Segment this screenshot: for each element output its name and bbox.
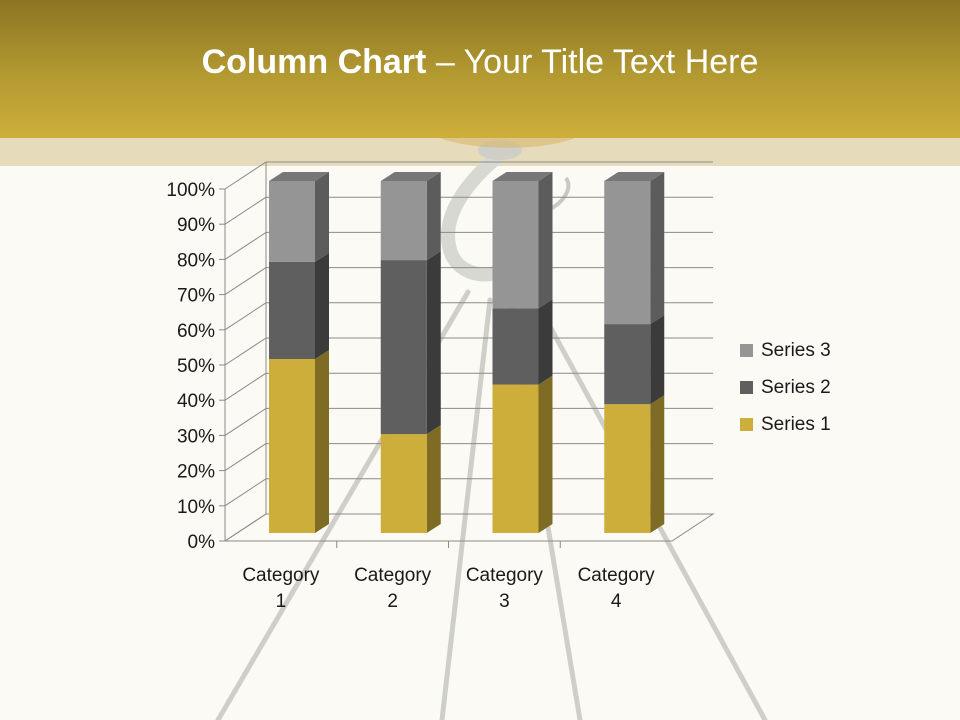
y-tick-label: 40% bbox=[177, 391, 215, 412]
bar-series-3 bbox=[492, 181, 539, 309]
bar-side-series-2 bbox=[426, 251, 441, 435]
bar-series-3 bbox=[380, 181, 427, 261]
bar-side-series-2 bbox=[650, 315, 665, 405]
x-category-label-line: Category bbox=[354, 565, 432, 586]
bar-side-series-1 bbox=[426, 425, 441, 533]
title-rest-part: – Your Title Text Here bbox=[426, 43, 759, 81]
x-category-label: Category 3 bbox=[466, 565, 544, 612]
y-tick-label: 0% bbox=[188, 532, 216, 553]
title-band bbox=[0, 0, 960, 138]
side-gridline bbox=[224, 443, 267, 472]
y-tick-label: 90% bbox=[177, 215, 215, 236]
y-tick-label: 20% bbox=[177, 462, 215, 483]
bar-series-3 bbox=[604, 181, 651, 325]
y-axis-tick-labels: 0% 10% 20% 30% 40% 50% 60% 70% 80% 90% 100% bbox=[166, 180, 215, 553]
bar-series-1 bbox=[380, 434, 427, 533]
bar-side-series-3 bbox=[426, 172, 441, 261]
bar-top-series-3 bbox=[380, 172, 441, 181]
bar-series-2 bbox=[492, 308, 539, 385]
x-category-label: Category 2 bbox=[354, 565, 432, 612]
side-gridline bbox=[224, 267, 267, 296]
bar-side-series-3 bbox=[538, 172, 553, 309]
legend-label: Series 2 bbox=[761, 376, 831, 398]
bar-series-1 bbox=[604, 404, 651, 533]
legend-swatch bbox=[740, 344, 753, 357]
legend-item: Series 3 bbox=[740, 332, 890, 369]
bar-side-series-3 bbox=[315, 172, 329, 262]
x-category-label: Category 1 bbox=[242, 565, 320, 612]
legend-label: Series 3 bbox=[761, 339, 831, 361]
side-gridline bbox=[224, 231, 267, 260]
y-tick-label: 70% bbox=[177, 286, 215, 307]
x-category-label-line: Category bbox=[242, 565, 320, 586]
side-gridline bbox=[224, 161, 267, 190]
side-gridline bbox=[224, 337, 267, 366]
bar-series-1 bbox=[269, 359, 315, 533]
bar-side-series-1 bbox=[650, 395, 665, 533]
bar-series-2 bbox=[380, 260, 427, 435]
bar-series-2 bbox=[604, 324, 651, 405]
chart-legend: Series 3 Series 2 Series 1 bbox=[740, 332, 890, 443]
side-gridline bbox=[224, 513, 267, 542]
y-tick-label: 60% bbox=[177, 321, 215, 342]
x-category-label-line: 4 bbox=[611, 591, 622, 612]
y-tick-label: 30% bbox=[177, 426, 215, 447]
y-tick-label: 80% bbox=[177, 250, 215, 271]
bar-top-series-3 bbox=[269, 172, 329, 181]
bar-top-series-3 bbox=[604, 172, 665, 181]
x-category-label-line: 3 bbox=[499, 591, 510, 612]
side-gridline bbox=[224, 407, 267, 436]
y-tick-label: 100% bbox=[166, 180, 215, 201]
x-category-label-line: 1 bbox=[276, 591, 287, 612]
legend-swatch bbox=[740, 381, 753, 394]
bar-series-2 bbox=[269, 261, 315, 360]
side-gridline bbox=[224, 302, 267, 331]
bar-side-series-1 bbox=[538, 375, 553, 533]
y-tick-label: 10% bbox=[177, 497, 215, 518]
bar-series-3 bbox=[269, 181, 315, 262]
side-gridline bbox=[224, 196, 267, 225]
x-category-label: Category 4 bbox=[578, 565, 656, 612]
slide-title: Column Chart – Your Title Text Here bbox=[0, 40, 960, 84]
title-bold-part: Column Chart bbox=[201, 43, 427, 81]
bar-series-1 bbox=[492, 384, 539, 533]
legend-item: Series 1 bbox=[740, 406, 890, 443]
legend-item: Series 2 bbox=[740, 369, 890, 406]
y-tick-label: 50% bbox=[177, 356, 215, 377]
bar-side-series-3 bbox=[650, 172, 665, 325]
bar-top-series-3 bbox=[492, 172, 553, 181]
x-axis-category-labels: Category 1 Category 2 Category 3 Category 4 bbox=[242, 565, 655, 612]
side-gridline bbox=[224, 478, 267, 507]
x-category-label-line: 2 bbox=[387, 591, 398, 612]
bar-side-series-2 bbox=[538, 299, 553, 385]
bar-side-series-1 bbox=[315, 350, 329, 533]
legend-swatch bbox=[740, 418, 753, 431]
legend-label: Series 1 bbox=[761, 413, 831, 435]
chart-bars bbox=[269, 172, 665, 533]
x-category-label-line: Category bbox=[578, 565, 656, 586]
side-gridline bbox=[224, 372, 267, 401]
bar-side-series-2 bbox=[315, 252, 329, 360]
x-category-label-line: Category bbox=[466, 565, 544, 586]
